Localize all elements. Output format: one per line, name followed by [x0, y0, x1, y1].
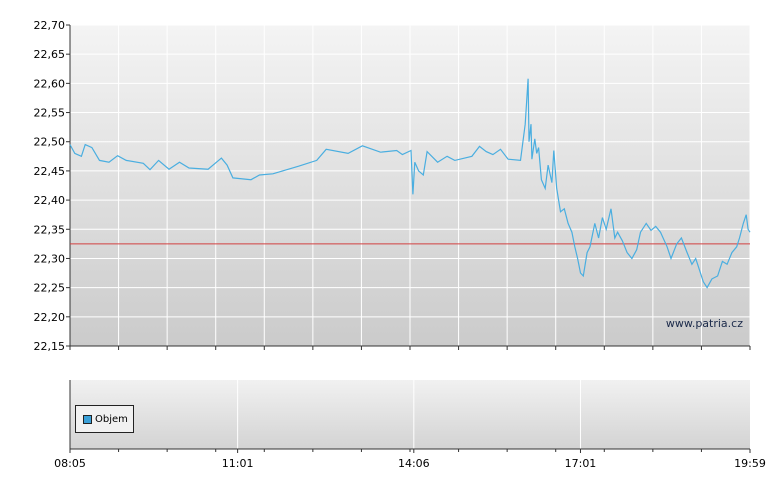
y-tick-label: 22,60: [34, 77, 66, 90]
x-tick-label: 14:06: [398, 457, 430, 470]
y-tick-label: 22,70: [34, 19, 66, 32]
volume-legend-swatch: [83, 414, 92, 424]
x-minor-ticks: [69, 346, 751, 350]
x-axis-ticks: 08:05 11:01 14:06 17:01 19:59: [54, 449, 766, 470]
watermark: www.patria.cz: [666, 317, 743, 330]
y-tick-label: 22,50: [34, 136, 66, 149]
volume-gridlines: [237, 380, 581, 449]
y-axis-ticks: 22,15 22,20 22,25 22,30 22,35 22,40 22,45 22,50…: [34, 19, 70, 353]
price-series-line: [69, 78, 751, 289]
x-tick-label: 08:05: [54, 457, 86, 470]
y-tick-label: 22,40: [34, 194, 66, 207]
x-tick-label: 11:01: [222, 457, 254, 470]
y-tick-label: 22,65: [34, 48, 66, 61]
volume-legend-label: Objem: [95, 413, 128, 425]
price-gridlines: [70, 24, 751, 346]
x-tick-label: 17:01: [565, 457, 597, 470]
y-tick-label: 22,35: [34, 223, 66, 236]
y-tick-label: 22,45: [34, 165, 66, 178]
x-tick-label: 19:59: [734, 457, 766, 470]
y-tick-label: 22,20: [34, 311, 66, 324]
volume-legend: Objem: [75, 405, 134, 433]
y-tick-label: 22,25: [34, 282, 66, 295]
y-tick-label: 22,55: [34, 107, 66, 120]
y-tick-label: 22,30: [34, 252, 66, 265]
volume-plot-area: [70, 380, 750, 449]
y-tick-label: 22,15: [34, 340, 66, 353]
